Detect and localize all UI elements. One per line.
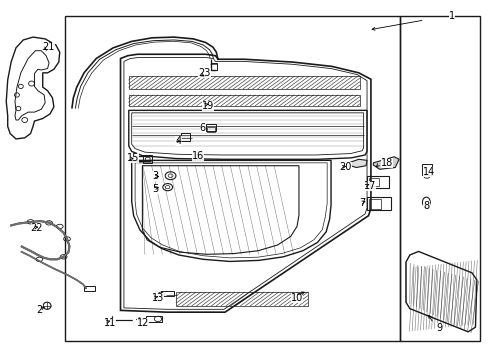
Text: 18: 18 — [380, 158, 392, 168]
Text: 16: 16 — [192, 151, 204, 161]
Text: 19: 19 — [201, 101, 214, 111]
Text: 6: 6 — [200, 123, 205, 133]
Text: 13: 13 — [152, 293, 164, 303]
Bar — [161, 291, 174, 296]
Text: 22: 22 — [30, 223, 43, 233]
Text: 8: 8 — [423, 201, 428, 211]
Polygon shape — [372, 157, 398, 169]
Text: 12: 12 — [136, 318, 149, 328]
Bar — [211, 63, 217, 70]
Text: 17: 17 — [363, 181, 375, 192]
Text: 3: 3 — [152, 171, 158, 181]
Text: 2: 2 — [36, 305, 42, 315]
Bar — [206, 127, 214, 132]
Text: 5: 5 — [152, 184, 158, 194]
Bar — [64, 16, 399, 341]
Bar — [128, 76, 359, 89]
Bar — [176, 292, 307, 306]
Text: 15: 15 — [126, 153, 139, 163]
Text: 20: 20 — [339, 162, 351, 172]
Bar — [143, 155, 152, 163]
Bar — [366, 197, 390, 210]
Bar — [366, 176, 388, 188]
Bar — [84, 287, 95, 292]
Text: 9: 9 — [436, 323, 442, 333]
Bar — [146, 316, 162, 322]
Polygon shape — [350, 159, 366, 167]
Bar — [399, 16, 479, 341]
Bar — [181, 133, 190, 141]
Text: 7: 7 — [358, 198, 364, 208]
Text: 4: 4 — [175, 136, 181, 146]
Text: 23: 23 — [198, 68, 210, 78]
Bar — [368, 199, 380, 208]
Bar — [128, 95, 359, 106]
Text: 10: 10 — [290, 293, 303, 303]
Bar — [205, 124, 216, 131]
Bar — [368, 178, 378, 186]
Bar — [421, 164, 431, 175]
Text: 21: 21 — [42, 42, 55, 52]
Text: 1: 1 — [448, 11, 454, 21]
Text: 11: 11 — [103, 318, 116, 328]
Text: 14: 14 — [423, 167, 435, 177]
